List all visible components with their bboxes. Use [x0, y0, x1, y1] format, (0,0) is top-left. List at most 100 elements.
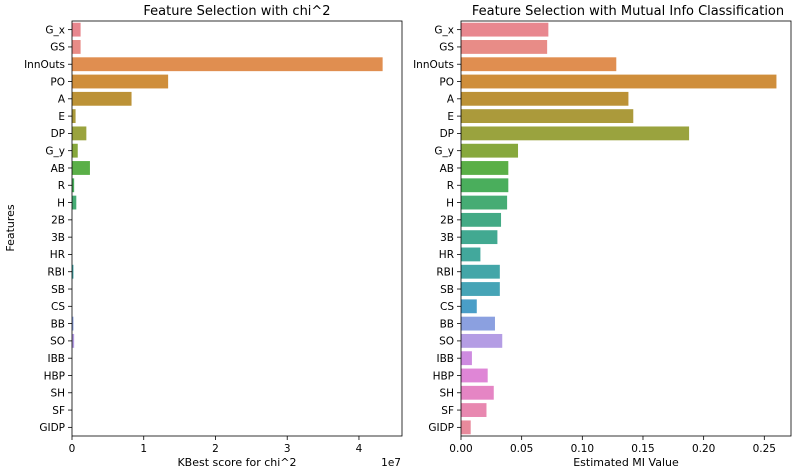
bar-GS [461, 40, 548, 54]
y-tick-label: CS [51, 301, 65, 313]
y-tick-label: R [58, 180, 65, 192]
x-axis-label: Estimated MI Value [573, 456, 679, 469]
y-tick-label: InnOuts [413, 59, 454, 71]
y-tick-label: 3B [51, 232, 65, 244]
bar-AB [461, 161, 509, 175]
bar-BB [72, 316, 74, 331]
y-axis-label: Features [4, 204, 17, 252]
y-tick-label: GIDP [428, 422, 454, 434]
y-tick-label: SB [440, 284, 454, 296]
y-tick-label: AB [440, 163, 454, 175]
x-tick-label: 0.15 [631, 443, 654, 455]
bar-3B [461, 230, 498, 245]
y-tick-label: E [58, 111, 65, 123]
bar-HBP [461, 368, 488, 383]
y-tick-label: SO [50, 336, 65, 348]
y-tick-label: SF [52, 405, 65, 417]
x-tick-label: 1 [140, 443, 147, 455]
x-tick-label: 3 [284, 443, 291, 455]
y-tick-label: RBI [436, 267, 454, 279]
y-tick-label: 3B [440, 232, 454, 244]
y-tick-label: RBI [47, 267, 65, 279]
y-tick-label: G_y [434, 145, 454, 157]
chi2-chart: Feature Selection with chi^2 G_x GS InnOut… [4, 4, 403, 469]
bar-HR [461, 247, 481, 262]
y-tick-label: GIDP [39, 422, 65, 434]
y-tick-label: G_x [434, 24, 454, 36]
chart-title: Feature Selection with Mutual Info Class… [472, 4, 784, 19]
x-tick-label: 0.05 [510, 443, 533, 455]
bar-G_x [461, 22, 549, 37]
y-tick-label: DP [440, 128, 454, 140]
plot-frame [460, 20, 792, 437]
y-tick-label: R [447, 180, 454, 192]
bars-group [72, 22, 383, 348]
bar-SH [461, 385, 494, 400]
y-tick-label: G_x [45, 24, 65, 36]
y-tick-label: SB [51, 284, 65, 296]
bar-A [461, 91, 629, 106]
y-tick-label: SF [441, 405, 454, 417]
bar-PO [461, 74, 777, 89]
bar-GS [72, 40, 81, 54]
bar-G_y [461, 143, 519, 158]
y-tick-label: IBB [47, 353, 65, 365]
y-tick-label: A [447, 94, 455, 106]
bar-AB [72, 161, 90, 175]
y-tick-label: DP [51, 128, 65, 140]
y-tick-label: BB [51, 318, 65, 330]
y-tick-label: PO [50, 76, 65, 88]
y-tick-label: CS [440, 301, 454, 313]
y-tick-label: HR [50, 249, 65, 261]
bar-R [461, 178, 509, 193]
x-tick-label: 0.25 [753, 443, 776, 455]
y-tick-label: G_y [45, 145, 65, 157]
bar-RBI [72, 264, 74, 279]
bar-GIDP [461, 420, 471, 435]
y-tick-label: AB [51, 163, 65, 175]
y-tick-label: SO [439, 336, 454, 348]
x-tick-label: 2 [212, 443, 219, 455]
y-tick-label: H [57, 197, 65, 209]
y-tick-label: BB [440, 318, 454, 330]
bar-G_x [72, 22, 81, 37]
y-tick-label: GS [50, 42, 65, 54]
bar-SB [461, 282, 500, 296]
bar-G_y [72, 143, 78, 158]
y-tick-label: HBP [44, 370, 65, 382]
x-tick-label: 4 [356, 443, 363, 455]
x-axis-label: KBest score for chi^2 [177, 456, 296, 469]
bar-H [461, 195, 508, 210]
x-tick-label: 0.20 [692, 443, 715, 455]
x-tick-label: 0.10 [571, 443, 594, 455]
bar-DP [72, 126, 87, 141]
bar-BB [461, 316, 495, 331]
y-tick-label: HBP [433, 370, 454, 382]
x-tick-label: 0.00 [449, 443, 472, 455]
y-tick-label: SH [50, 388, 65, 400]
bar-E [461, 109, 634, 124]
y-tick-label: IBB [436, 353, 454, 365]
y-tick-label: E [447, 111, 454, 123]
bar-InnOuts [461, 57, 617, 72]
y-tick-label: HR [439, 249, 454, 261]
bar-2B [461, 212, 502, 227]
bar-RBI [461, 264, 500, 279]
bar-CS [461, 299, 477, 314]
bar-SO [461, 333, 503, 348]
bar-E [72, 109, 76, 124]
bar-InnOuts [72, 57, 383, 72]
y-tick-label: A [58, 94, 66, 106]
y-tick-label: PO [439, 76, 454, 88]
bar-SF [461, 403, 487, 417]
bar-IBB [461, 351, 472, 366]
bars-group [461, 22, 777, 435]
x-offset-label: 1e7 [381, 457, 401, 469]
ticks-group: G_x GS InnOuts PO AE DP G_y AB RH 2B 3B HR RBI SB CS BB… [24, 24, 363, 455]
bar-H [72, 195, 77, 210]
bar-A [72, 91, 132, 106]
plot-frame [71, 20, 403, 437]
y-tick-label: InnOuts [24, 59, 65, 71]
y-tick-label: 2B [51, 215, 65, 227]
